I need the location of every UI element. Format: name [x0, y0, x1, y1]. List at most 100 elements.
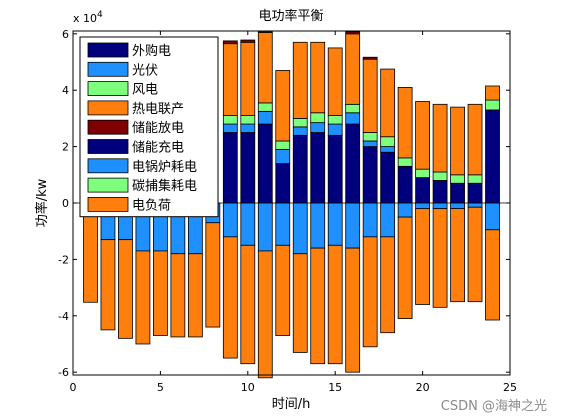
bar-segment-9-hour-3	[118, 239, 133, 339]
legend-label: 光伏	[132, 63, 158, 78]
bar-segment-4-hour-16	[345, 33, 361, 105]
bar-segment-1-hour-15	[327, 134, 343, 204]
bar-segment-2-hour-16	[345, 112, 361, 125]
bar-segment-9-hour-16	[345, 247, 361, 373]
bar-segment-9-hour-19	[397, 216, 413, 320]
bar-segment-7-hour-13	[292, 202, 308, 255]
bar-segment-3-hour-23	[467, 174, 483, 184]
bar-segment-9-hour-17	[362, 236, 378, 348]
bar-segment-3-hour-10	[240, 115, 256, 125]
bar-segment-5-hour-10	[240, 39, 256, 43]
bar-segment-3-hour-12	[275, 140, 291, 150]
y-tick-label: 6	[62, 28, 69, 41]
bar-segment-9-hour-24	[485, 229, 500, 321]
bar-segment-2-hour-12	[275, 149, 291, 164]
bar-segment-7-hour-15	[327, 202, 343, 246]
bar-segment-3-hour-21	[432, 171, 448, 181]
bar-segment-7-hour-9	[222, 202, 238, 238]
bar-segment-4-hour-14	[310, 41, 326, 114]
bar-segment-1-hour-17	[362, 146, 378, 204]
bar-segment-9-hour-14	[310, 247, 326, 365]
bar-segment-4-hour-11	[257, 32, 273, 104]
bar-segment-9-hour-20	[415, 208, 430, 305]
bar-segment-2-hour-17	[362, 140, 378, 148]
legend-label: 外购电	[132, 43, 171, 59]
bar-segment-3-hour-13	[292, 118, 308, 128]
y-tick-label: 0	[62, 197, 69, 210]
bar-segment-4-hour-21	[432, 103, 448, 173]
bar-segment-1-hour-11	[257, 123, 273, 204]
bar-segment-9-hour-12	[275, 244, 291, 336]
bar-segment-9-hour-8	[205, 222, 221, 328]
bar-segment-1-hour-21	[432, 180, 448, 204]
legend-label: 电锅炉耗电	[132, 159, 197, 175]
bar-segment-3-hour-16	[345, 103, 361, 114]
bar-segment-7-hour-18	[380, 202, 396, 238]
bar-segment-1-hour-24	[485, 109, 500, 204]
bar-segment-1-hour-12	[275, 163, 291, 204]
bar-segment-9-hour-7	[187, 253, 203, 338]
bar-segment-7-hour-11	[257, 202, 273, 252]
x-tick-label: 0	[70, 381, 77, 394]
legend-label: 热电联产	[132, 102, 184, 117]
bar-segment-9-hour-4	[135, 250, 151, 345]
legend-swatch	[87, 100, 129, 116]
bar-segment-2-hour-18	[380, 146, 396, 153]
bar-segment-5-hour-16	[345, 31, 361, 35]
bar-segment-9-hour-10	[240, 244, 256, 365]
legend-label: 风电	[132, 83, 158, 98]
bar-segment-3-hour-19	[397, 157, 413, 167]
bar-segment-9-hour-9	[222, 236, 238, 359]
legend-label: 储能放电	[132, 121, 184, 136]
bar-segment-1-hour-19	[397, 165, 413, 204]
bar-segment-2-hour-9	[222, 123, 238, 133]
x-tick-label: 15	[328, 381, 342, 394]
bar-segment-4-hour-17	[362, 58, 378, 133]
bar-segment-7-hour-21	[432, 202, 448, 210]
legend-swatch	[87, 42, 129, 58]
x-tick-label: 10	[241, 381, 255, 394]
bar-segment-9-hour-18	[380, 236, 396, 334]
chart-title: 电功率平衡	[258, 8, 323, 24]
x-tick-label: 25	[503, 381, 517, 394]
bar-segment-9-hour-21	[432, 208, 448, 308]
legend-label: 电负荷	[132, 198, 171, 213]
legend-swatch	[87, 81, 129, 96]
bar-segment-9-hour-1	[83, 211, 98, 303]
bar-segment-4-hour-20	[415, 101, 430, 170]
bar-segment-4-hour-12	[275, 70, 291, 142]
bar-segment-7-hour-10	[240, 202, 256, 246]
legend-label: 储能充电	[132, 140, 184, 156]
bar-segment-3-hour-15	[327, 115, 343, 125]
bar-segment-9-hour-23	[467, 206, 483, 303]
y-axis-title: 功率/kw	[34, 178, 50, 227]
legend-swatch	[87, 139, 129, 154]
bar-segment-3-hour-17	[362, 132, 378, 142]
bar-segment-1-hour-13	[292, 134, 308, 204]
bar-segment-7-hour-19	[397, 202, 413, 218]
bar-segment-2-hour-10	[240, 123, 256, 133]
bar-segment-7-hour-23	[467, 202, 483, 208]
bar-segment-3-hour-22	[450, 174, 465, 184]
bar-segment-4-hour-18	[380, 68, 396, 138]
x-tick-label: 20	[416, 381, 430, 394]
bar-segment-3-hour-9	[222, 115, 238, 125]
y-axis-multiplier-exponent: 4	[97, 10, 103, 20]
plot-area	[73, 30, 510, 379]
legend-swatch	[87, 196, 129, 212]
bar-segment-2-hour-13	[292, 126, 308, 136]
y-tick-label: 2	[62, 141, 69, 154]
x-tick-label: 5	[157, 381, 164, 394]
bar-segment-1-hour-16	[345, 123, 361, 204]
bar-segment-4-hour-9	[222, 43, 238, 116]
bar-segment-2-hour-14	[310, 122, 326, 133]
bar-segment-7-hour-14	[310, 202, 326, 249]
bar-segment-7-hour-22	[450, 202, 465, 210]
bar-segment-1-hour-20	[415, 177, 430, 204]
bar-segment-4-hour-24	[485, 85, 500, 101]
bar-segment-4-hour-13	[292, 41, 308, 119]
bar-segment-9-hour-13	[292, 253, 308, 353]
bar-segment-3-hour-20	[415, 168, 430, 179]
bar-segment-4-hour-19	[397, 86, 413, 159]
